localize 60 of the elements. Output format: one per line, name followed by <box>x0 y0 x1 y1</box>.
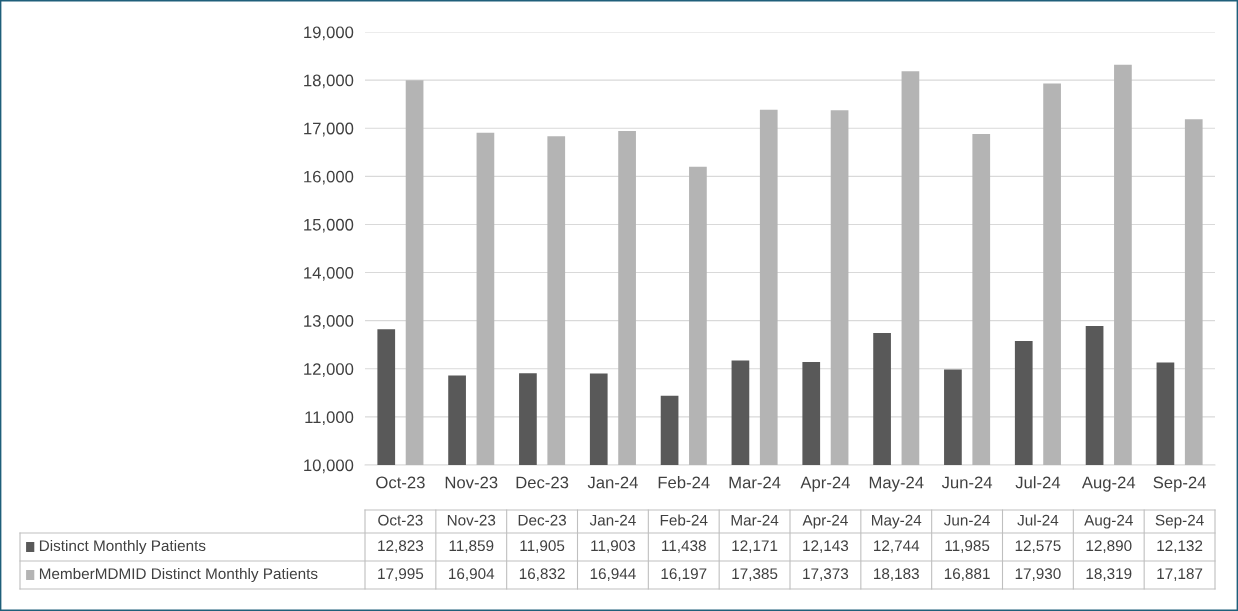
data-label: 12,575 <box>1015 540 1061 553</box>
data-label: 11,438 <box>662 540 706 553</box>
x-tick-label: Mar-24 <box>729 476 781 489</box>
y-tick-label: 17,000 <box>304 122 354 137</box>
data-label: 11,985 <box>945 540 990 553</box>
data-label: 18,183 <box>874 568 919 581</box>
x-tick-label: Apr-24 <box>800 476 850 492</box>
x-tick-label: Aug-24 <box>1081 476 1136 492</box>
y-tick-label: 19,000 <box>304 26 354 41</box>
category-label: Jun-24 <box>943 514 990 526</box>
y-tick-label: 10,000 <box>304 459 354 474</box>
data-label: 12,171 <box>732 540 778 553</box>
category-label: Aug-24 <box>1084 514 1133 529</box>
data-label: 12,823 <box>378 540 424 553</box>
y-tick-label: 15,000 <box>304 218 354 233</box>
category-label: Feb-24 <box>660 514 708 526</box>
x-tick-label: Dec-23 <box>516 476 569 489</box>
legend-label: MemberMDMID Distinct Monthly Patients <box>39 567 318 583</box>
data-label: 17,995 <box>378 568 424 581</box>
y-tick-label: 18,000 <box>304 74 354 89</box>
data-label: 16,832 <box>519 568 565 581</box>
y-tick-label: 12,000 <box>304 363 354 377</box>
category-label: Oct-23 <box>378 514 423 526</box>
data-label: 16,881 <box>944 568 990 581</box>
data-label: 18,319 <box>1086 568 1132 581</box>
data-label: 12,143 <box>803 540 849 553</box>
y-tick-label: 13,000 <box>304 315 354 329</box>
category-label: Nov-23 <box>447 514 496 526</box>
data-label: 17,373 <box>803 568 849 581</box>
category-label: May-24 <box>872 514 922 529</box>
category-label: Mar-24 <box>731 514 779 526</box>
x-tick-label: May-24 <box>869 476 924 492</box>
category-label: Dec-23 <box>518 514 567 526</box>
legend-label: Distinct Monthly Patients <box>39 539 206 555</box>
data-label: 16,197 <box>661 568 707 581</box>
data-label: 12,132 <box>1157 540 1203 553</box>
x-tick-label: Sep-24 <box>1153 476 1206 492</box>
data-label: 17,930 <box>1015 568 1061 581</box>
y-tick-label: 16,000 <box>304 170 354 185</box>
x-tick-label: Jun-24 <box>941 476 993 489</box>
y-tick-label: 14,000 <box>304 266 354 281</box>
y-tick-label: 11,000 <box>305 411 354 426</box>
x-tick-label: Oct-23 <box>376 476 425 489</box>
category-label: Apr-24 <box>802 514 848 529</box>
category-label: Jan-24 <box>589 514 636 526</box>
x-tick-label: Nov-23 <box>445 476 498 489</box>
x-tick-label: Feb-24 <box>658 476 710 489</box>
data-label: 11,905 <box>520 540 565 553</box>
x-tick-label: Jan-24 <box>587 476 638 489</box>
category-label: Sep-24 <box>1155 514 1204 529</box>
category-label: Jul-24 <box>1017 514 1059 526</box>
data-label: 16,944 <box>590 568 636 581</box>
data-label: 16,904 <box>449 568 495 581</box>
data-label: 17,187 <box>1157 568 1203 581</box>
data-label: 17,385 <box>732 568 778 581</box>
data-label: 11,903 <box>591 540 636 553</box>
data-label: 12,890 <box>1086 540 1132 553</box>
x-tick-label: Jul-24 <box>1015 476 1061 489</box>
data-label: 12,744 <box>874 540 920 553</box>
data-label: 11,859 <box>449 540 494 553</box>
